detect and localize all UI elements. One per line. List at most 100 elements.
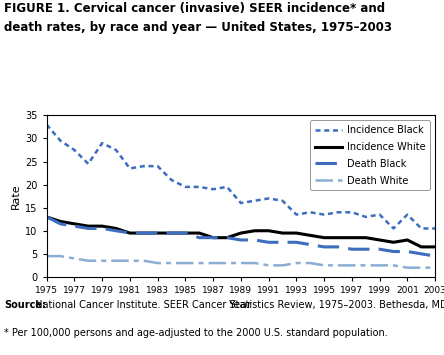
Death Black — [72, 224, 77, 228]
Incidence White — [391, 240, 396, 244]
Incidence Black — [252, 198, 258, 203]
Death Black — [363, 247, 369, 251]
Text: death rates, by race and year — United States, 1975–2003: death rates, by race and year — United S… — [4, 21, 392, 34]
Incidence Black — [335, 210, 341, 214]
Line: Death White: Death White — [47, 256, 435, 268]
Incidence Black — [113, 148, 119, 152]
Incidence Black — [363, 215, 369, 219]
Death Black — [280, 240, 285, 244]
Line: Incidence Black: Incidence Black — [47, 125, 435, 229]
Incidence Black — [321, 212, 327, 217]
Incidence White — [58, 219, 63, 224]
Incidence Black — [44, 122, 49, 127]
Death Black — [99, 226, 105, 231]
Death Black — [377, 247, 382, 251]
Death Black — [113, 229, 119, 233]
Death White — [86, 258, 91, 263]
Incidence Black — [141, 164, 147, 168]
Incidence White — [183, 231, 188, 235]
Death Black — [349, 247, 355, 251]
Incidence Black — [349, 210, 355, 214]
Incidence White — [280, 231, 285, 235]
Text: National Cancer Institute. SEER Cancer Statistics Review, 1975–2003. Bethesda, M: National Cancer Institute. SEER Cancer S… — [32, 300, 444, 310]
Text: FIGURE 1. Cervical cancer (invasive) SEER incidence* and: FIGURE 1. Cervical cancer (invasive) SEE… — [4, 2, 385, 15]
Incidence Black — [238, 201, 244, 205]
Death White — [197, 261, 202, 265]
Death White — [155, 261, 160, 265]
Y-axis label: Rate: Rate — [11, 183, 21, 209]
Incidence Black — [99, 141, 105, 145]
Death Black — [127, 231, 133, 235]
Incidence White — [432, 245, 438, 249]
Incidence White — [224, 236, 230, 240]
Death White — [169, 261, 174, 265]
Incidence Black — [294, 212, 299, 217]
Incidence Black — [197, 185, 202, 189]
Death Black — [169, 231, 174, 235]
Text: Source:: Source: — [4, 300, 47, 310]
Death White — [113, 258, 119, 263]
Incidence White — [321, 236, 327, 240]
Death Black — [252, 238, 258, 242]
Death Black — [58, 222, 63, 226]
Death White — [294, 261, 299, 265]
Incidence Black — [224, 185, 230, 189]
Death Black — [405, 249, 410, 253]
Incidence White — [99, 224, 105, 228]
Death White — [391, 263, 396, 268]
Incidence Black — [391, 226, 396, 231]
Incidence White — [86, 224, 91, 228]
Death Black — [86, 226, 91, 231]
Death Black — [238, 238, 244, 242]
Incidence Black — [127, 166, 133, 170]
Incidence Black — [405, 212, 410, 217]
Death White — [127, 258, 133, 263]
Death White — [432, 266, 438, 270]
Death Black — [197, 236, 202, 240]
Death White — [321, 263, 327, 268]
Incidence White — [210, 236, 216, 240]
Death Black — [391, 249, 396, 253]
Death White — [238, 261, 244, 265]
Incidence White — [197, 231, 202, 235]
X-axis label: Year: Year — [229, 300, 253, 311]
Incidence Black — [377, 212, 382, 217]
Death Black — [294, 240, 299, 244]
Death White — [44, 254, 49, 258]
Incidence White — [113, 226, 119, 231]
Death Black — [210, 236, 216, 240]
Incidence White — [405, 238, 410, 242]
Incidence Black — [183, 185, 188, 189]
Incidence Black — [86, 162, 91, 166]
Legend: Incidence Black, Incidence White, Death Black, Death White: Incidence Black, Incidence White, Death … — [310, 120, 430, 190]
Incidence White — [252, 229, 258, 233]
Incidence White — [155, 231, 160, 235]
Incidence White — [169, 231, 174, 235]
Incidence Black — [155, 164, 160, 168]
Death White — [72, 256, 77, 261]
Incidence Black — [210, 187, 216, 191]
Death Black — [321, 245, 327, 249]
Death Black — [155, 231, 160, 235]
Incidence Black — [58, 138, 63, 143]
Death White — [280, 263, 285, 268]
Incidence Black — [72, 148, 77, 152]
Incidence White — [363, 236, 369, 240]
Death White — [252, 261, 258, 265]
Death White — [308, 261, 313, 265]
Death Black — [44, 215, 49, 219]
Incidence White — [308, 233, 313, 237]
Incidence White — [141, 231, 147, 235]
Incidence White — [349, 236, 355, 240]
Incidence Black — [266, 196, 271, 201]
Incidence Black — [432, 226, 438, 231]
Incidence White — [127, 231, 133, 235]
Incidence White — [377, 238, 382, 242]
Death White — [224, 261, 230, 265]
Incidence White — [335, 236, 341, 240]
Death Black — [266, 240, 271, 244]
Death Black — [183, 231, 188, 235]
Incidence White — [72, 222, 77, 226]
Incidence White — [419, 245, 424, 249]
Death White — [58, 254, 63, 258]
